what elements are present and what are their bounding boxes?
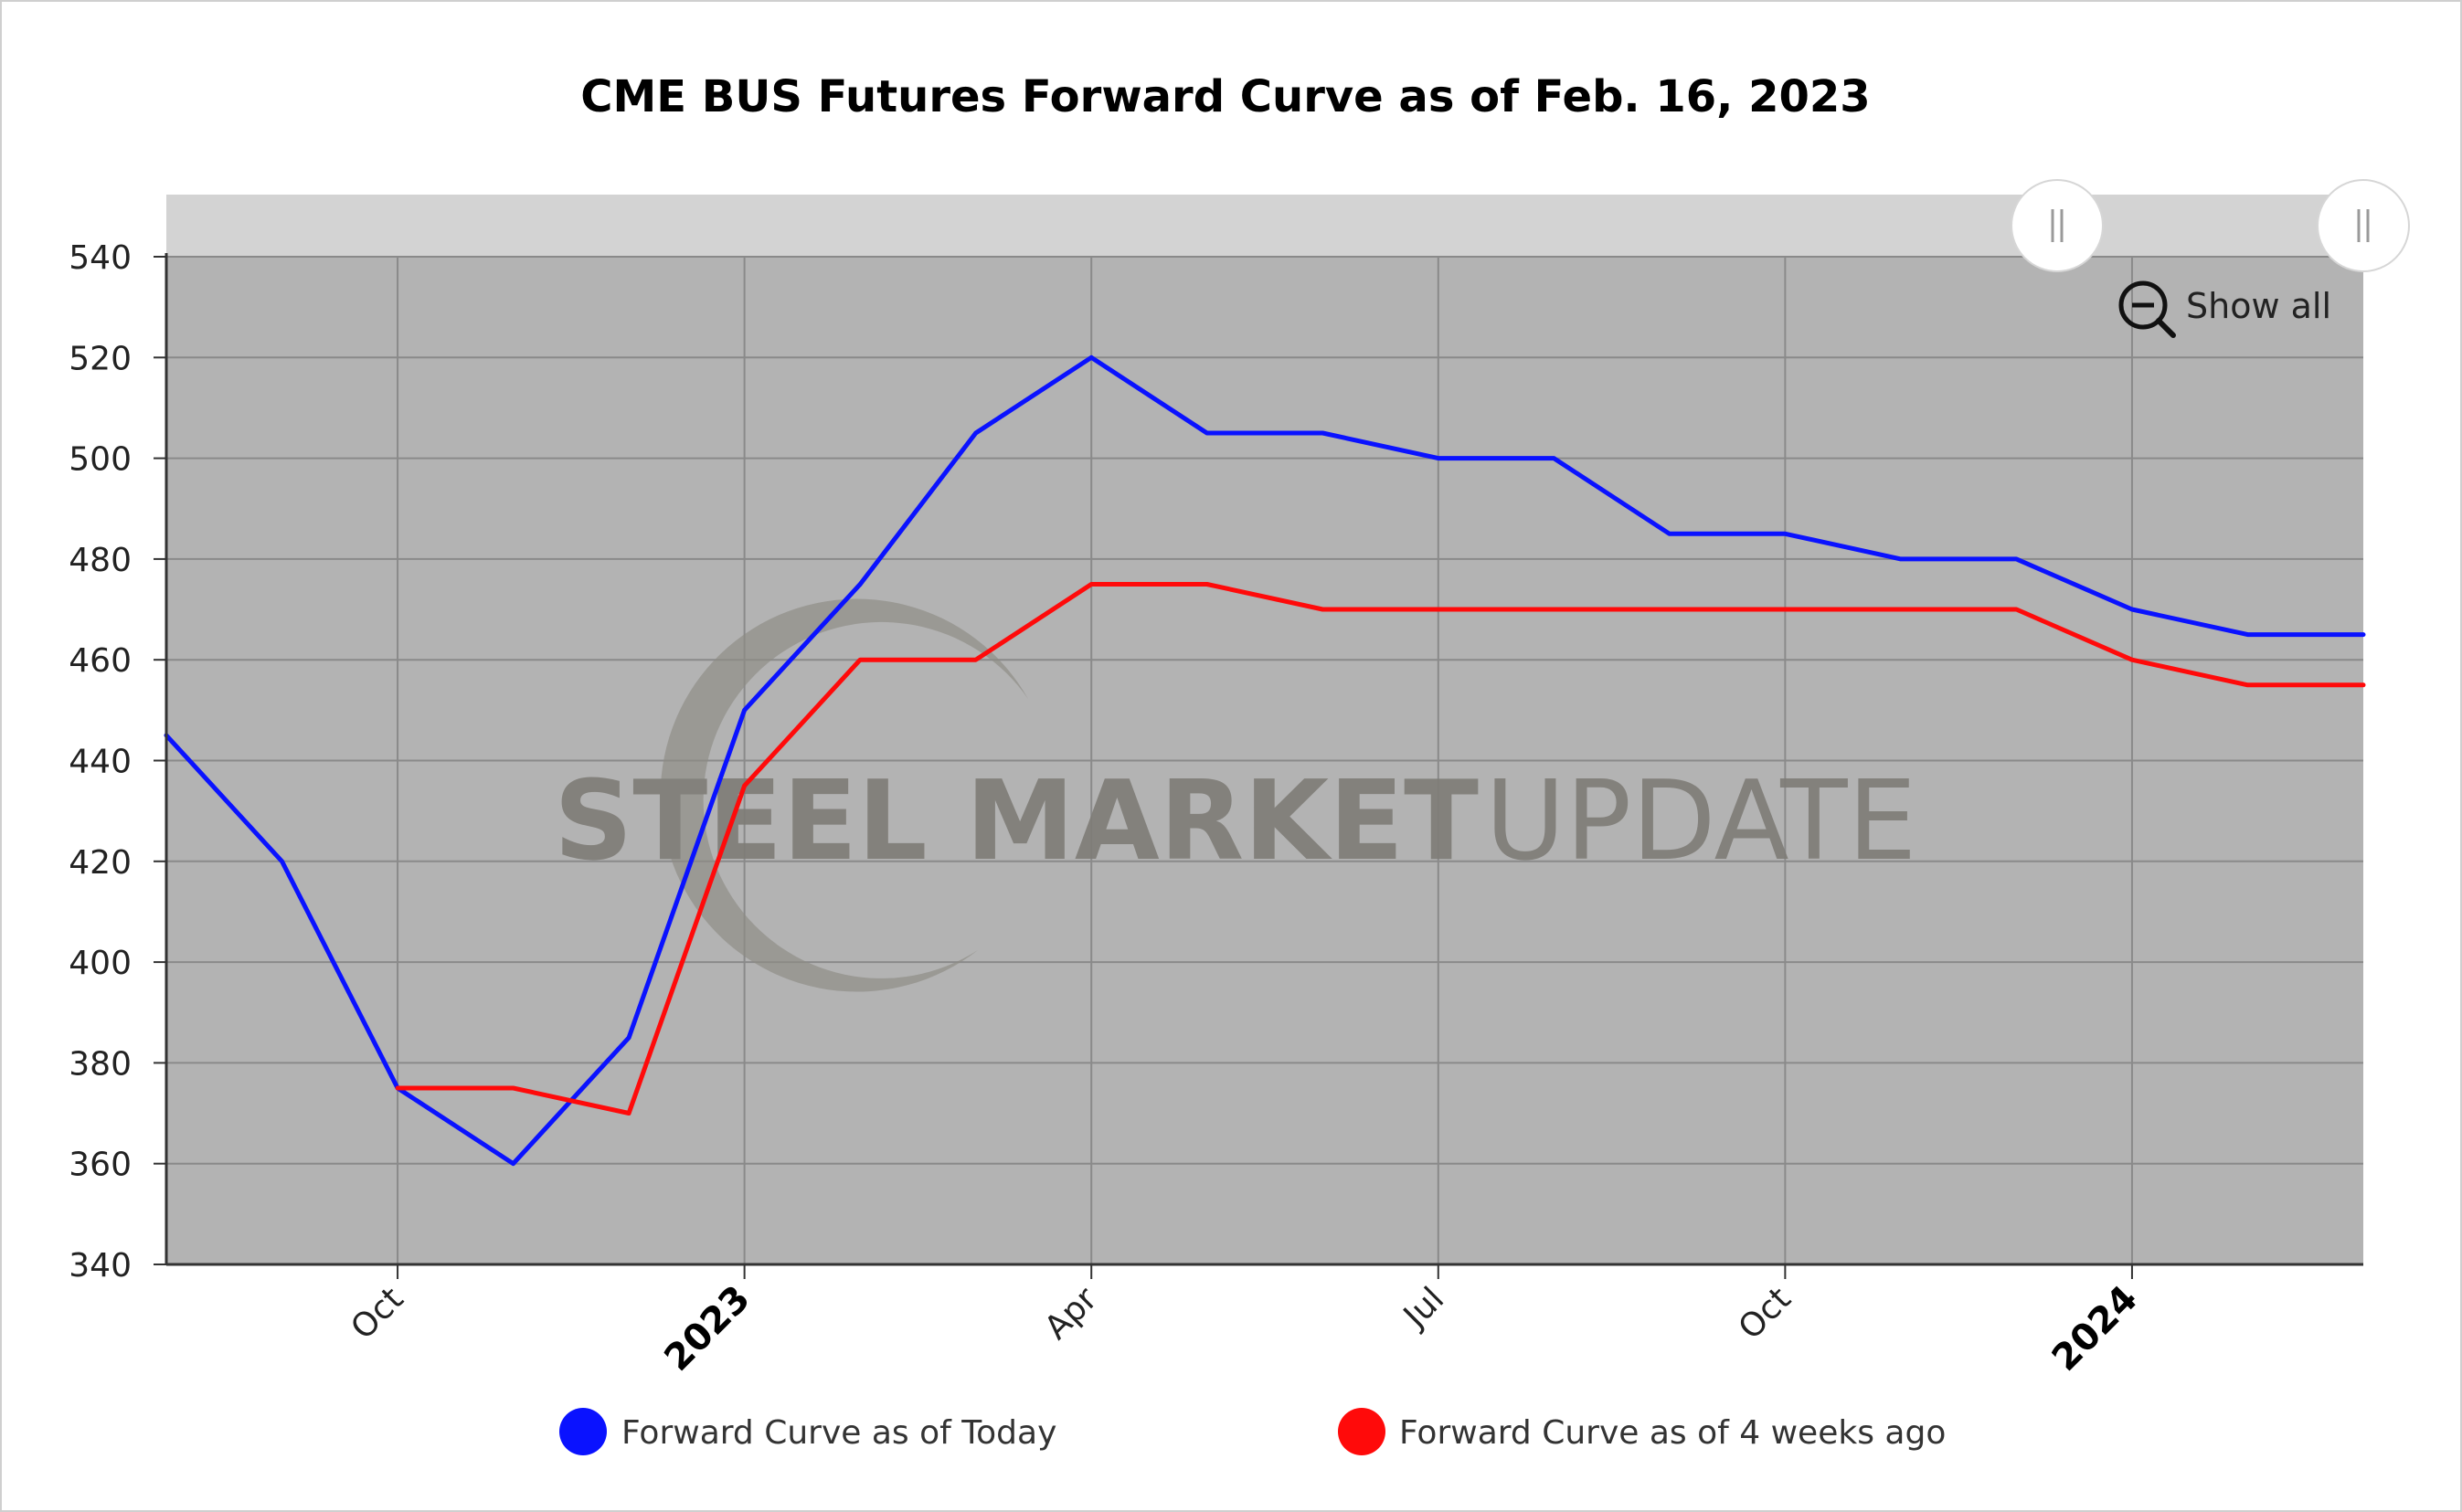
y-tick-label: 400 (69, 945, 132, 982)
y-tick-label: 480 (69, 542, 132, 579)
scrollbar-grip-icon (2357, 209, 2370, 242)
show-all-button[interactable]: Show all (2118, 280, 2331, 338)
scrollbar-grip-icon (2051, 209, 2064, 242)
legend-item-1[interactable]: Forward Curve as of 4 weeks ago (1338, 1408, 1946, 1455)
zoom-handle-right[interactable] (2317, 179, 2410, 272)
zoom-out-icon (2118, 280, 2176, 338)
legend-label: Forward Curve as of 4 weeks ago (1399, 1414, 1946, 1452)
y-tick-label: 380 (69, 1045, 132, 1083)
legend-label: Forward Curve as of Today (621, 1414, 1056, 1452)
y-tick-label: 540 (69, 239, 132, 277)
x-tick-label: Oct (1732, 1280, 1799, 1347)
legend-item-0[interactable]: Forward Curve as of Today (559, 1408, 1056, 1455)
legend: Forward Curve as of Today Forward Curve a… (559, 1408, 1946, 1455)
x-tick-label: Jul (1395, 1280, 1451, 1336)
x-tick-label: 2024 (2044, 1278, 2146, 1380)
y-tick-label: 440 (69, 744, 132, 781)
watermark-logo: STEEL MARKET UPDATE (554, 598, 1916, 992)
x-tick-label: 2023 (656, 1278, 758, 1380)
zoom-handle-left[interactable] (2011, 179, 2104, 272)
y-tick-label: 500 (69, 441, 132, 479)
series-line-1[interactable] (395, 582, 2366, 1115)
y-tick-label: 360 (69, 1147, 132, 1184)
y-tick-label: 340 (69, 1247, 132, 1285)
zoom-scrollbar-track[interactable] (166, 195, 2363, 257)
y-tick-label: 420 (69, 844, 132, 882)
y-tick-label: 520 (69, 340, 132, 377)
series-line-0[interactable] (164, 354, 2366, 1167)
watermark-bold-text: STEEL MARKET (554, 758, 1479, 885)
x-tick-label: Oct (344, 1280, 410, 1347)
legend-marker (559, 1408, 607, 1455)
x-tick-label: Apr (1038, 1280, 1105, 1347)
show-all-label: Show all (2186, 286, 2331, 326)
series-layer (164, 354, 2366, 1167)
legend-marker (1338, 1408, 1385, 1455)
chart-title: CME BUS Futures Forward Curve as of Feb.… (580, 71, 1870, 122)
y-tick-label: 460 (69, 642, 132, 680)
watermark-light-text: UPDATE (1485, 758, 1916, 885)
